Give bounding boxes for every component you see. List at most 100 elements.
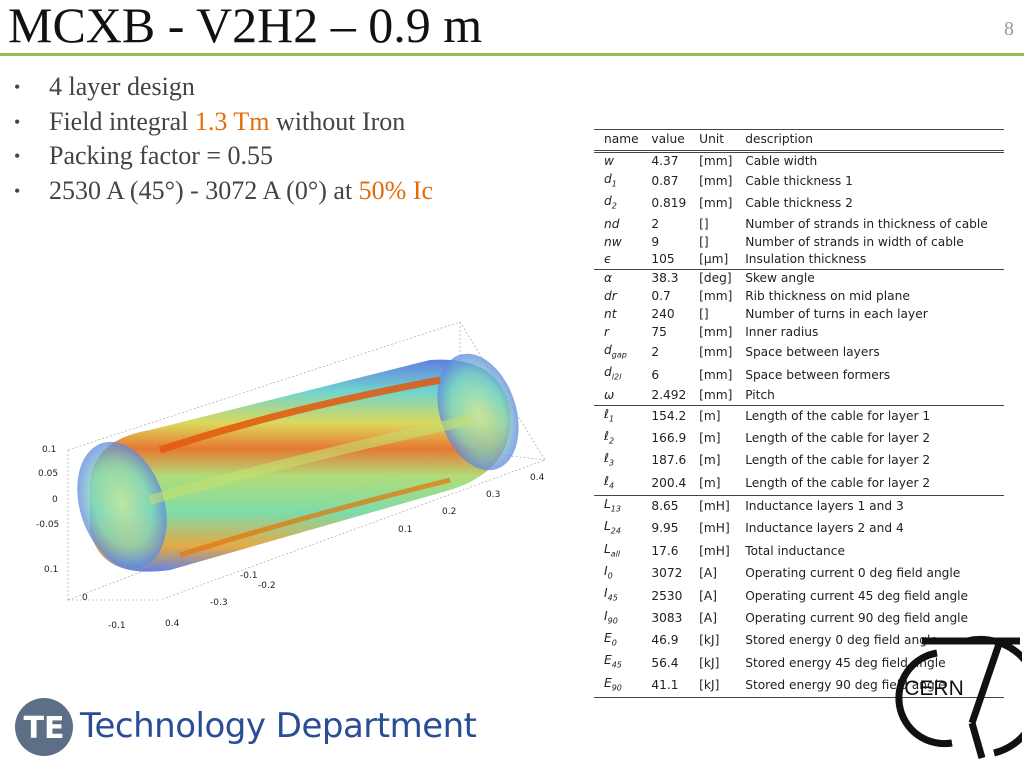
coil-surface [77,353,519,572]
cell-name: ω [594,387,641,405]
bullet-item: • 4 layer design [14,70,433,105]
cell-unit: [m] [699,453,721,468]
symbol-subscript: 2 [611,201,617,211]
symbol-subscript: 0 [611,638,617,648]
table-row: I90 3083 [A] Operating current 90 deg field… [594,608,1004,630]
cell-unit: [] [699,307,709,322]
axis-tick-label: 0.4 [530,473,545,483]
symbol: r [604,325,610,340]
cell-value: 56.4 [651,655,679,670]
symbol-subscript: l2l [611,372,622,382]
table-row: w 4.37 [mm] Cable width [594,152,1004,171]
axis-tick-label: 0.1 [44,565,58,575]
axis-tick-label: 0.3 [486,490,500,500]
symbol: nt [604,307,617,322]
cell-name: r [594,324,641,342]
symbol: E [604,653,612,668]
symbol: α [604,271,613,286]
column-header-name: name [604,132,639,147]
table-row: Lall 17.6 [mH] Total inductance [594,541,1004,563]
cell-value: 166.9 [651,431,687,446]
bullet-text: 2530 A (45°) - 3072 A (0°) at [49,175,359,205]
cell-description: Insulation thickness [745,252,867,267]
cell-unit: [mm] [699,325,733,340]
axis-tick-label: -0.2 [258,581,276,591]
table-row: L24 9.95 [mH] Inductance layers 2 and 4 [594,518,1004,540]
cell-name: nw [594,234,641,252]
bullet-item: • Packing factor = 0.55 [14,139,433,174]
cell-value: 2 [651,216,660,231]
symbol: I [604,608,608,623]
symbol-subscript: 1 [609,413,615,423]
axis-tick-label: 0.05 [38,469,58,479]
symbol: nw [604,234,622,249]
column-header-unit: Unit [699,132,724,147]
symbol-subscript: gap [611,350,627,360]
cell-description: Cable width [745,154,818,168]
cell-description: Number of strands in width of cable [745,234,964,249]
cell-unit: [kJ] [699,677,720,692]
cell-name: E90 [594,675,641,698]
parameter-table: name value Unit description w 4.37 [mm] Cab… [594,129,1004,698]
cell-unit: [mH] [699,543,730,558]
cell-value: 2 [651,345,660,360]
cell-name: E45 [594,652,641,674]
cell-value: 0.7 [651,289,671,304]
cell-name: d2 [594,193,641,215]
cell-unit: [A] [699,588,718,603]
symbol: ω [604,387,615,402]
axis-tick-label: 0.2 [442,507,456,517]
cell-description: Space between layers [745,345,880,360]
cell-name: Lall [594,541,641,563]
page-number: 8 [1004,18,1014,40]
axis-tick-label: -0.05 [36,520,59,530]
table-row: L13 8.65 [mH] Inductance layers 1 and 3 [594,494,1004,519]
bullet-item: • Field integral 1.3 Tm without Iron [14,105,433,140]
cell-unit: [] [699,216,709,231]
cell-description: Space between formers [745,367,891,382]
column-header-description: description [745,132,813,147]
cell-description: Number of turns in each layer [745,307,928,322]
table-row: E45 56.4 [kJ] Stored energy 45 deg field an… [594,652,1004,674]
symbol-subscript: 0 [607,571,613,581]
cell-name: L13 [594,494,642,519]
column-header-value: value [651,132,685,147]
bullet-item: • 2530 A (45°) - 3072 A (0°) at 50% Ic [14,174,433,209]
table-row: E90 41.1 [kJ] Stored energy 90 deg field an… [594,675,1004,698]
symbol: d [604,365,612,380]
cell-name: nt [594,306,641,324]
cell-name: ℓ3 [594,450,641,472]
symbol-subscript: 90 [611,683,622,693]
cell-value: 17.6 [651,543,679,558]
cell-value: 9 [651,234,660,249]
cell-unit: [deg] [689,269,736,289]
cell-name: d1 [594,171,641,193]
axis-tick-label: 0 [82,593,88,603]
table-row: ℓ3 187.6 [m] Length of the cable for layer … [594,450,1004,472]
table-row: ϵ 105 [μm] Insulation thickness [594,251,1004,269]
symbol: L [604,519,611,534]
table-row: dr 0.7 [mm] Rib thickness on mid plane [594,288,1004,306]
table-row: ℓ2 166.9 [m] Length of the cable for layer … [594,428,1004,450]
bullet-dot-icon: • [14,111,21,132]
cell-unit: [mm] [699,154,733,168]
cern-logo-icon: CERN [895,635,1022,759]
cell-description: Number of strands in thickness of cable [745,216,988,231]
table-row: d2 0.819 [mm] Cable thickness 2 [594,193,1004,215]
cell-unit: [μm] [699,252,729,267]
axis-tick-label: 0 [52,495,58,505]
cell-unit: [mm] [699,174,733,189]
cell-value: 200.4 [651,475,687,490]
table-row: dl2l 6 [mm] Space between formers [594,364,1004,386]
symbol-subscript: 2 [609,436,615,446]
plot-axis-ticks: 0.1 0.05 0 -0.05 0.1 0 -0.1 -0.2 -0.3 -0… [36,445,545,631]
cell-value: 46.9 [651,633,679,648]
cell-value: 154.2 [641,404,690,428]
table-row: E0 46.9 [kJ] Stored energy 0 deg field angl… [594,630,1004,652]
symbol: d [604,171,612,186]
bullet-text: Field integral [49,106,195,136]
cell-description: Pitch [745,387,775,402]
cell-description: Total inductance [745,543,845,558]
symbol: E [604,630,612,645]
cell-name: α [594,269,642,289]
